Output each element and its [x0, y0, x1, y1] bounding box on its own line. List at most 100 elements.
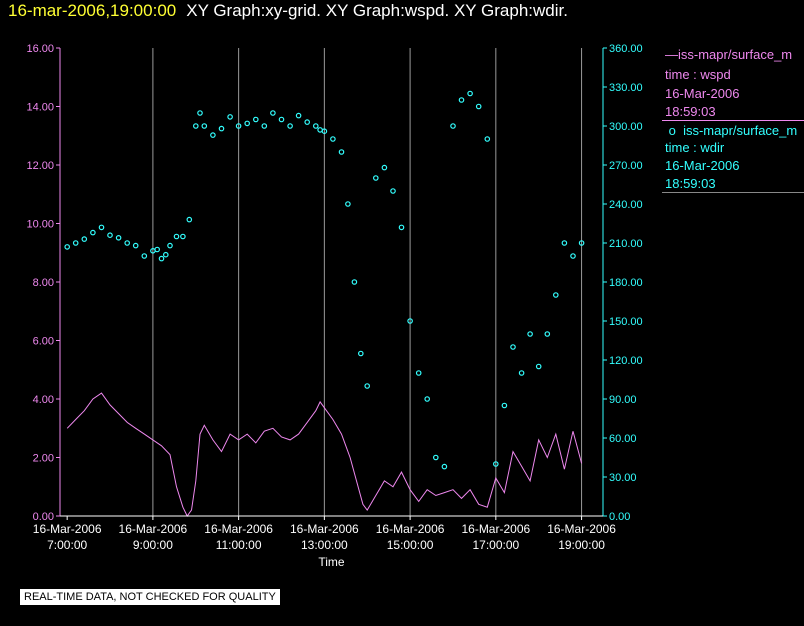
- x-tick-time: 9:00:00: [133, 538, 173, 552]
- series-wdir-point: [91, 230, 95, 234]
- series-wdir-point: [187, 217, 191, 221]
- series-wdir-point: [211, 133, 215, 137]
- x-tick-date: 16-Mar-2006: [119, 522, 188, 536]
- series-wdir-point: [545, 332, 549, 336]
- series-wdir-point: [164, 253, 168, 257]
- series-wdir-point: [142, 254, 146, 258]
- x-tick-date: 16-Mar-2006: [461, 522, 530, 536]
- quality-notice: REAL-TIME DATA, NOT CHECKED FOR QUALITY: [20, 589, 280, 605]
- legend-series2-date: 16-Mar-2006: [665, 158, 739, 173]
- series-wdir-point: [365, 384, 369, 388]
- series-wdir-point: [442, 464, 446, 468]
- series-wdir-point: [254, 117, 258, 121]
- y-left-tick-label: 16.00: [26, 43, 54, 55]
- legend-divider-2: [662, 192, 804, 193]
- y-right-tick-label: 360.00: [609, 43, 643, 55]
- series-wdir-point: [554, 293, 558, 297]
- y-right-tick-label: 30.00: [609, 472, 637, 484]
- y-right-tick-label: 330.00: [609, 82, 643, 94]
- series-wdir-point: [399, 225, 403, 229]
- series-wdir-point: [194, 124, 198, 128]
- x-tick-date: 16-Mar-2006: [204, 522, 273, 536]
- series-wdir-point: [74, 241, 78, 245]
- series-wdir-point: [511, 345, 515, 349]
- x-tick-date: 16-Mar-2006: [547, 522, 616, 536]
- y-right-tick-label: 180.00: [609, 277, 643, 289]
- series-wdir-point: [434, 455, 438, 459]
- series-wdir-point: [485, 137, 489, 141]
- x-tick-time: 7:00:00: [47, 538, 87, 552]
- x-tick-time: 15:00:00: [387, 538, 434, 552]
- y-right-tick-label: 150.00: [609, 316, 643, 328]
- y-right-tick-label: 240.00: [609, 199, 643, 211]
- series-wdir-point: [571, 254, 575, 258]
- legend-series1-name: —iss-mapr/surface_m: [665, 47, 804, 62]
- series-wdir-point: [219, 126, 223, 130]
- y-right-tick-label: 270.00: [609, 160, 643, 172]
- series-wdir-point: [468, 91, 472, 95]
- y-right-tick-label: 210.00: [609, 238, 643, 250]
- y-left-tick-label: 6.00: [33, 336, 54, 348]
- series-wdir-point: [279, 117, 283, 121]
- legend-series1-date: 16-Mar-2006: [665, 86, 739, 101]
- series-wdir-point: [65, 245, 69, 249]
- y-left-tick-label: 10.00: [26, 219, 54, 231]
- series-wdir-point: [108, 233, 112, 237]
- axis-layer: 0.00 2.00 4.00 6.00 8.00 10.00 12.00 14.00 16.00…: [26, 43, 642, 569]
- series-wdir-point: [271, 111, 275, 115]
- x-tick-time: 19:00:00: [558, 538, 605, 552]
- y-left-tick-label: 8.00: [33, 277, 54, 289]
- series-wdir-point: [262, 124, 266, 128]
- series-wdir-point: [451, 124, 455, 128]
- series-wdir-point: [359, 351, 363, 355]
- x-tick-time: 13:00:00: [301, 538, 348, 552]
- series-wdir-point: [296, 113, 300, 117]
- series-wdir-point: [562, 241, 566, 245]
- series-wdir-point: [181, 234, 185, 238]
- series-wdir-point: [502, 403, 506, 407]
- series-wdir-point: [459, 98, 463, 102]
- series-wdir-point: [245, 121, 249, 125]
- legend-series2-time: 18:59:03: [665, 176, 716, 191]
- series-wdir-point: [425, 397, 429, 401]
- series-wdir-point: [174, 234, 178, 238]
- series-wdir-point: [134, 243, 138, 247]
- x-tick-date: 16-Mar-2006: [33, 522, 102, 536]
- series-wdir-point: [198, 111, 202, 115]
- series-wdir-point: [519, 371, 523, 375]
- legend-divider-1: [662, 120, 804, 121]
- series-wdir-point: [346, 202, 350, 206]
- y-right-tick-label: 90.00: [609, 394, 637, 406]
- legend-series1-time: 18:59:03: [665, 104, 716, 119]
- series-wdir-point: [155, 247, 159, 251]
- series-wdir-point: [352, 280, 356, 284]
- series-wdir-point: [288, 124, 292, 128]
- legend-series2-name: o iss-mapr/surface_m: [665, 123, 804, 138]
- series-wdir-point: [537, 364, 541, 368]
- series-wdir-point: [477, 104, 481, 108]
- series-wdir-point: [82, 237, 86, 241]
- series-wdir-point: [116, 236, 120, 240]
- legend-series1-label: time : wspd: [665, 67, 731, 82]
- legend-series2-label: time : wdir: [665, 140, 724, 155]
- series-wdir-point: [125, 241, 129, 245]
- series-wdir-point: [528, 332, 532, 336]
- series-wdir-point: [168, 243, 172, 247]
- series-wdir-point: [305, 120, 309, 124]
- x-tick-time: 17:00:00: [472, 538, 519, 552]
- x-tick-date: 16-Mar-2006: [376, 522, 445, 536]
- series-wdir-point: [99, 225, 103, 229]
- x-tick-date: 16-Mar-2006: [290, 522, 359, 536]
- x-axis-label: Time: [318, 555, 345, 569]
- y-left-tick-label: 2.00: [33, 453, 54, 465]
- series-wdir-point: [314, 124, 318, 128]
- series-wdir-point: [417, 371, 421, 375]
- series-wdir-point: [159, 256, 163, 260]
- series-wdir-point: [339, 150, 343, 154]
- series-wdir-point: [228, 115, 232, 119]
- y-left-tick-label: 4.00: [33, 394, 54, 406]
- y-right-tick-label: 300.00: [609, 121, 643, 133]
- y-right-tick-label: 120.00: [609, 355, 643, 367]
- series-wdir-point: [202, 124, 206, 128]
- y-right-tick-label: 60.00: [609, 433, 637, 445]
